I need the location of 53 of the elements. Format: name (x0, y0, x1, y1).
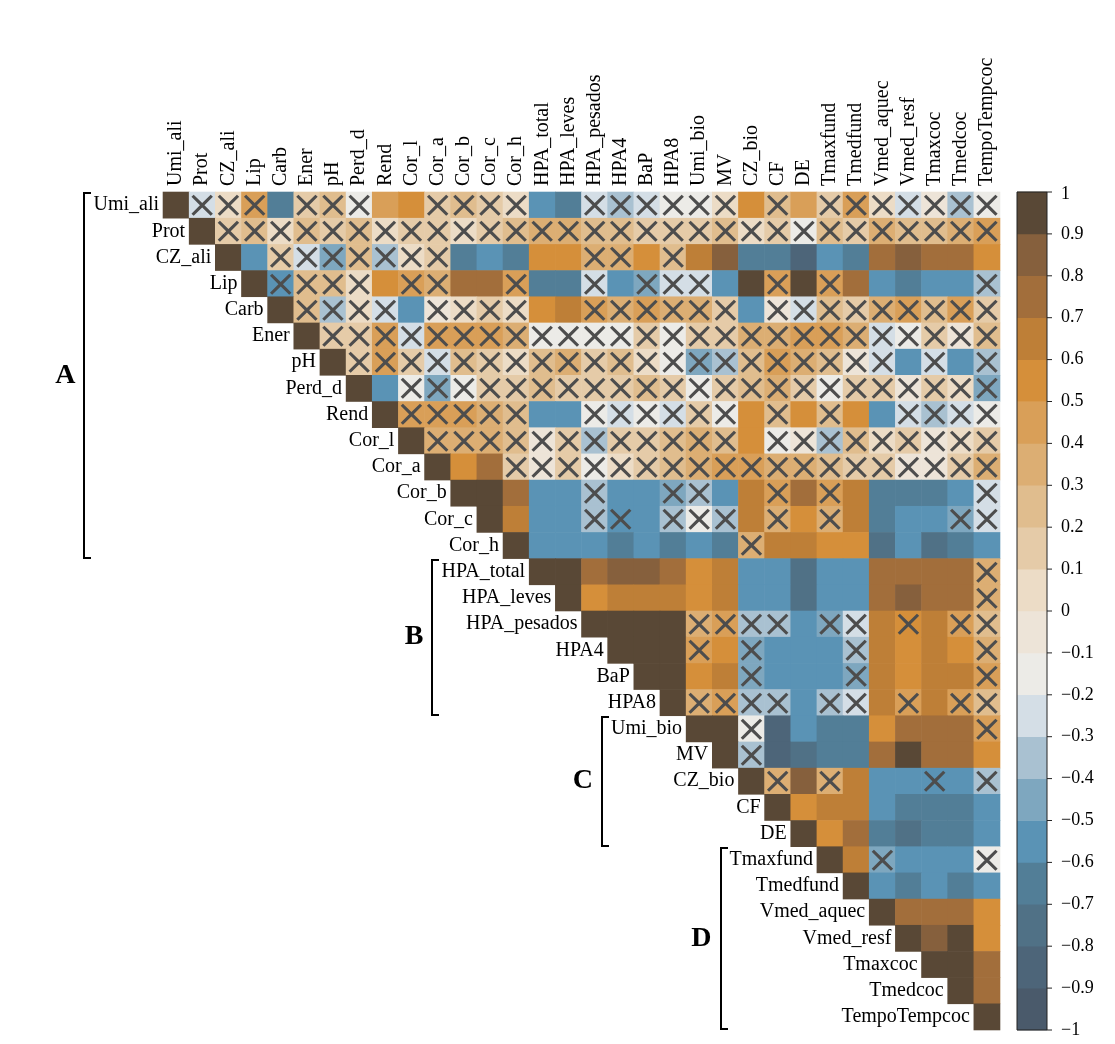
data-label: × (944, 600, 977, 645)
color-bar-label: 1 (1061, 182, 1070, 203)
color-bar-label: 0 (1061, 599, 1070, 620)
data-label: × (761, 679, 794, 724)
y-tick-label: Tmedfund (755, 873, 840, 896)
color-bar-label: −0.8 (1061, 934, 1094, 955)
data-label: × (735, 208, 768, 253)
color-bar-label: 0.3 (1061, 474, 1084, 495)
data-label: × (866, 836, 899, 881)
data-label: × (761, 600, 794, 645)
annotation: B (404, 619, 424, 651)
y-tick-label: Cor_h (449, 532, 500, 555)
text: A (55, 357, 77, 389)
color-bar-label: −0.7 (1061, 893, 1094, 914)
y-tick-label: DE (760, 820, 787, 843)
data-label: × (971, 758, 1003, 803)
color-bar-label: −0.1 (1061, 641, 1094, 662)
data-label: × (709, 600, 742, 645)
data-label: × (944, 679, 977, 724)
color-bar-label: −0.4 (1061, 767, 1094, 788)
color-bar-label: 0.1 (1061, 557, 1084, 578)
y-tick-label: Tmaxfund (729, 847, 813, 870)
data-label: × (814, 758, 846, 803)
data-label: × (814, 679, 846, 724)
data-label: × (971, 836, 1003, 881)
data-label: × (892, 679, 925, 724)
color-bar-label: −0.2 (1061, 683, 1094, 704)
y-tick-label: HPA_leves (462, 585, 552, 608)
color-bar-label: 0.8 (1061, 264, 1084, 285)
color-bar-label: −0.9 (1061, 976, 1094, 997)
color-bar-label: 0.7 (1061, 306, 1084, 327)
data-label: × (814, 600, 846, 645)
color-bar-label: 0.2 (1061, 515, 1084, 536)
data-label: × (787, 208, 820, 253)
data-label: × (944, 496, 977, 541)
data-label: × (761, 758, 794, 803)
color-bar-label: −1 (1061, 1018, 1081, 1039)
data-label: × (918, 758, 951, 803)
y-tick-label: Vmed_aquec (759, 899, 866, 923)
color-bar-label: −0.6 (1061, 851, 1094, 872)
data-label: × (604, 496, 637, 541)
color-bar-label: 0.6 (1061, 348, 1084, 369)
color-bar-label: 0.4 (1061, 432, 1084, 453)
color-bar-label: 0.5 (1061, 390, 1084, 411)
annotation: D (691, 920, 712, 952)
color-bar-label: 0.9 (1061, 222, 1084, 243)
y-tick-label: HPA8 (607, 689, 656, 712)
data-label: × (735, 443, 768, 488)
color-bar-label: −0.3 (1061, 725, 1094, 746)
data-label: × (892, 600, 925, 645)
color-bar-label: −0.5 (1061, 809, 1094, 830)
annotation: C (572, 763, 594, 795)
y-tick-label: TempoTempcoc (841, 1004, 970, 1028)
